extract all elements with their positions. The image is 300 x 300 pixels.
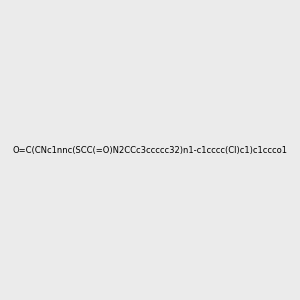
Text: O=C(CNc1nnc(SCC(=O)N2CCc3ccccc32)n1-c1cccc(Cl)c1)c1ccco1: O=C(CNc1nnc(SCC(=O)N2CCc3ccccc32)n1-c1cc…: [13, 146, 287, 154]
